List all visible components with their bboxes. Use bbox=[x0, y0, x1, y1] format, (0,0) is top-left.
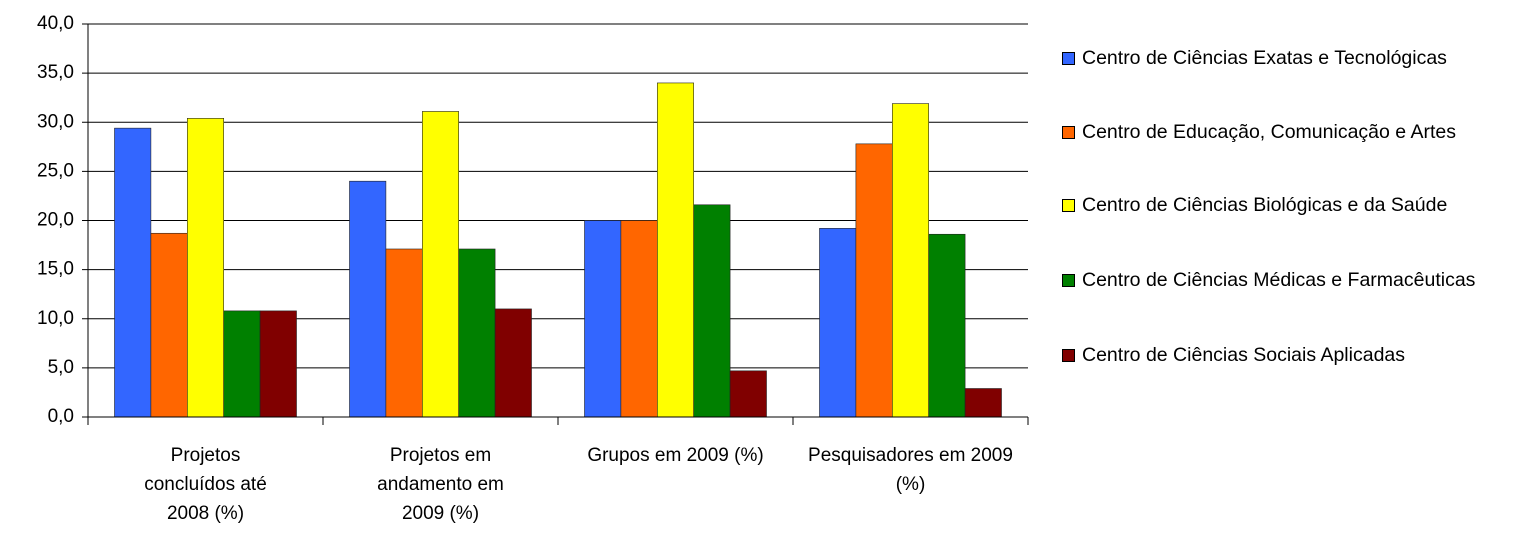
x-tick-label: Projetos em andamento em 2009 (%) bbox=[377, 445, 504, 524]
y-tick-label: 10,0 bbox=[37, 308, 74, 329]
x-tick-label: Projetos concluídos até 2008 (%) bbox=[144, 445, 267, 524]
legend-swatch bbox=[1062, 349, 1075, 362]
bar bbox=[187, 118, 225, 418]
bar bbox=[928, 233, 966, 418]
y-tick-label: 35,0 bbox=[37, 62, 74, 83]
y-tick-label: 15,0 bbox=[37, 259, 74, 280]
y-tick-label: 20,0 bbox=[37, 210, 74, 231]
legend-swatch bbox=[1062, 126, 1075, 139]
legend-label: Centro de Educação, Comunicação e Artes bbox=[1082, 121, 1456, 143]
y-tick-label: 0,0 bbox=[48, 406, 74, 427]
y-tick-label: 5,0 bbox=[48, 357, 74, 378]
bar bbox=[620, 220, 658, 418]
bar bbox=[855, 143, 893, 418]
bar bbox=[819, 228, 857, 418]
bar bbox=[385, 248, 423, 418]
y-tick-label: 25,0 bbox=[37, 160, 74, 181]
legend-label: Centro de Ciências Sociais Aplicadas bbox=[1082, 344, 1406, 366]
y-tick-label: 40,0 bbox=[37, 13, 74, 34]
bar bbox=[114, 127, 152, 418]
bar bbox=[729, 370, 767, 418]
bar bbox=[349, 180, 387, 418]
bar bbox=[656, 82, 694, 418]
legend-label: Centro de Ciências Biológicas e da Saúde bbox=[1082, 194, 1448, 216]
bar bbox=[223, 310, 261, 418]
bar bbox=[150, 232, 188, 418]
y-tick-label: 30,0 bbox=[37, 111, 74, 132]
bar bbox=[584, 220, 622, 418]
bar bbox=[458, 248, 496, 418]
bar bbox=[259, 310, 297, 418]
legend-swatch bbox=[1062, 52, 1075, 65]
bar bbox=[964, 388, 1002, 418]
legend-label: Centro de Ciências Médicas e Farmacêutic… bbox=[1082, 269, 1476, 291]
bar bbox=[421, 111, 459, 418]
legend-swatch bbox=[1062, 274, 1075, 287]
x-tick-label: Grupos em 2009 (%) bbox=[587, 445, 764, 466]
bar bbox=[693, 204, 731, 418]
legend-swatch bbox=[1062, 199, 1075, 212]
x-tick-label: Pesquisadores em 2009 (%) bbox=[808, 445, 1013, 495]
bar bbox=[494, 308, 532, 418]
legend-label: Centro de Ciências Exatas e Tecnológicas bbox=[1082, 47, 1447, 69]
bar bbox=[891, 103, 929, 418]
